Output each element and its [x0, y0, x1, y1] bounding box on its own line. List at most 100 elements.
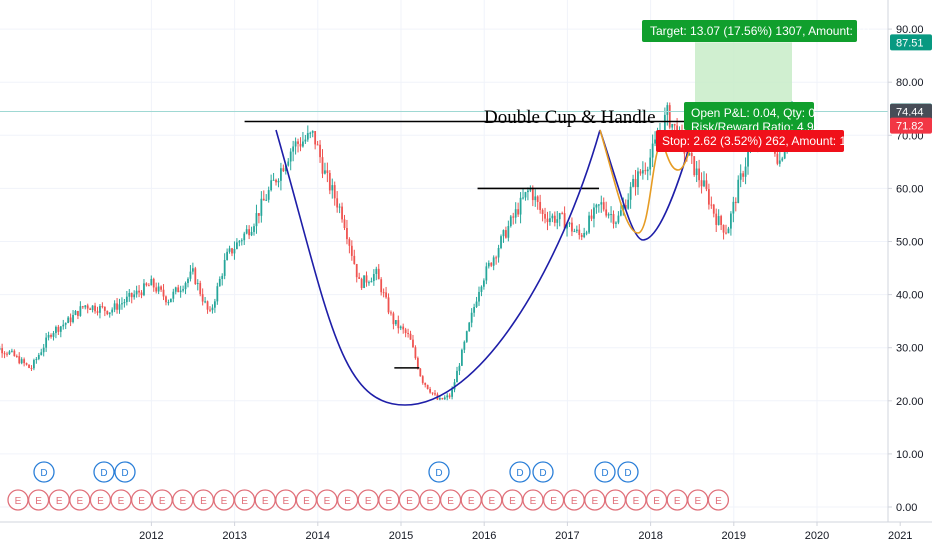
- candle-body: [47, 334, 50, 338]
- candle-body: [448, 395, 451, 397]
- candle-body: [135, 290, 138, 295]
- candle-body: [734, 201, 737, 204]
- candle-body: [438, 397, 441, 400]
- x-tick-label: 2016: [472, 530, 496, 542]
- dividend-label: D: [539, 468, 546, 479]
- candle-body: [634, 178, 637, 188]
- candle-body: [42, 347, 45, 353]
- earnings-label: E: [15, 496, 22, 507]
- candle-body: [458, 365, 461, 371]
- candle-body: [363, 275, 365, 288]
- candle-body: [739, 173, 742, 180]
- candle-body: [11, 350, 13, 352]
- candle-body: [595, 204, 598, 208]
- candle-body: [421, 376, 424, 383]
- candle-body: [465, 331, 468, 342]
- candle-body: [179, 290, 182, 293]
- x-tick-label: 2015: [389, 530, 413, 542]
- candle-body: [460, 349, 463, 366]
- earnings-label: E: [303, 496, 310, 507]
- candle-body: [79, 306, 82, 316]
- candle-body: [121, 303, 123, 305]
- candle-body: [218, 279, 221, 287]
- earnings-label: E: [97, 496, 104, 507]
- stop-label-box: [656, 130, 844, 152]
- open-pl-box: [684, 102, 814, 130]
- candle-body: [654, 139, 656, 144]
- candle-body: [108, 312, 111, 315]
- candle-body: [519, 197, 522, 215]
- candle-body: [651, 143, 654, 158]
- candle-body: [248, 229, 251, 236]
- candle-body: [546, 218, 549, 223]
- earnings-label: E: [550, 496, 557, 507]
- candle-body: [512, 216, 515, 218]
- earnings-label: E: [591, 496, 598, 507]
- candle-body: [62, 324, 65, 327]
- candle-body: [392, 313, 395, 325]
- candle-body: [213, 301, 216, 308]
- candle-body: [169, 298, 172, 303]
- candle-body: [365, 275, 368, 283]
- earnings-label: E: [406, 496, 413, 507]
- candle-body: [737, 179, 740, 204]
- earnings-label: E: [571, 496, 578, 507]
- x-axis-bg: [0, 522, 932, 550]
- earnings-label: E: [530, 496, 537, 507]
- candle-body: [265, 199, 268, 201]
- candle-body: [695, 168, 698, 176]
- x-tick-label: 2021: [888, 530, 912, 542]
- candle-body: [294, 141, 297, 147]
- earnings-label: E: [694, 496, 701, 507]
- candle-body: [441, 397, 444, 400]
- candle-body: [216, 286, 219, 302]
- cup-curve-large: [275, 129, 601, 406]
- candle-body: [194, 268, 197, 284]
- candle-body: [575, 229, 578, 232]
- earnings-label: E: [241, 496, 248, 507]
- candle-body: [500, 236, 502, 249]
- candle-body: [319, 144, 321, 158]
- candle-body: [495, 257, 498, 259]
- candle-body: [602, 202, 605, 210]
- candle-body: [453, 382, 456, 390]
- price-tag-label: 71.82: [896, 121, 924, 133]
- earnings-label: E: [200, 496, 207, 507]
- y-tick-label: 10.00: [896, 449, 924, 461]
- dividend-marker: [93, 461, 115, 483]
- candle-body: [302, 141, 304, 147]
- candle-body: [632, 178, 634, 187]
- y-tick-label: 20.00: [896, 396, 924, 408]
- candle-body: [426, 384, 429, 389]
- y-axis-bg: [888, 0, 932, 550]
- candle-body: [304, 139, 307, 142]
- events-row: D D D D D D D D E E E E E E E E E E E E E E E E E E E E E E E E E E E E E E E E…: [7, 461, 730, 511]
- earnings-label: E: [221, 496, 228, 507]
- candle-body: [40, 352, 43, 355]
- candle-body: [152, 278, 155, 288]
- candle-body: [338, 206, 341, 208]
- candle-body: [558, 213, 561, 220]
- candle-body: [463, 341, 466, 350]
- candle-body: [250, 231, 253, 236]
- candle-body: [258, 213, 260, 216]
- earnings-marker: [707, 489, 730, 511]
- candle-body: [99, 306, 101, 313]
- candle-body: [106, 310, 109, 315]
- y-tick-label: 30.00: [896, 343, 924, 355]
- candle-body: [725, 232, 727, 234]
- candle-body: [434, 393, 436, 395]
- candle-body: [84, 305, 87, 308]
- x-tick-label: 2014: [306, 530, 330, 542]
- candle-body: [429, 388, 431, 393]
- candle-body: [502, 230, 505, 237]
- candle-body: [668, 105, 671, 128]
- earnings-label: E: [715, 496, 722, 507]
- candle-body: [527, 190, 529, 193]
- long-position-tool[interactable]: Target: 13.07 (17.56%) 1307, Amount: 10 O…: [642, 20, 870, 152]
- candle-body: [588, 215, 590, 233]
- candle-body: [306, 133, 309, 140]
- candle-body: [563, 213, 566, 229]
- candle-body: [407, 333, 409, 335]
